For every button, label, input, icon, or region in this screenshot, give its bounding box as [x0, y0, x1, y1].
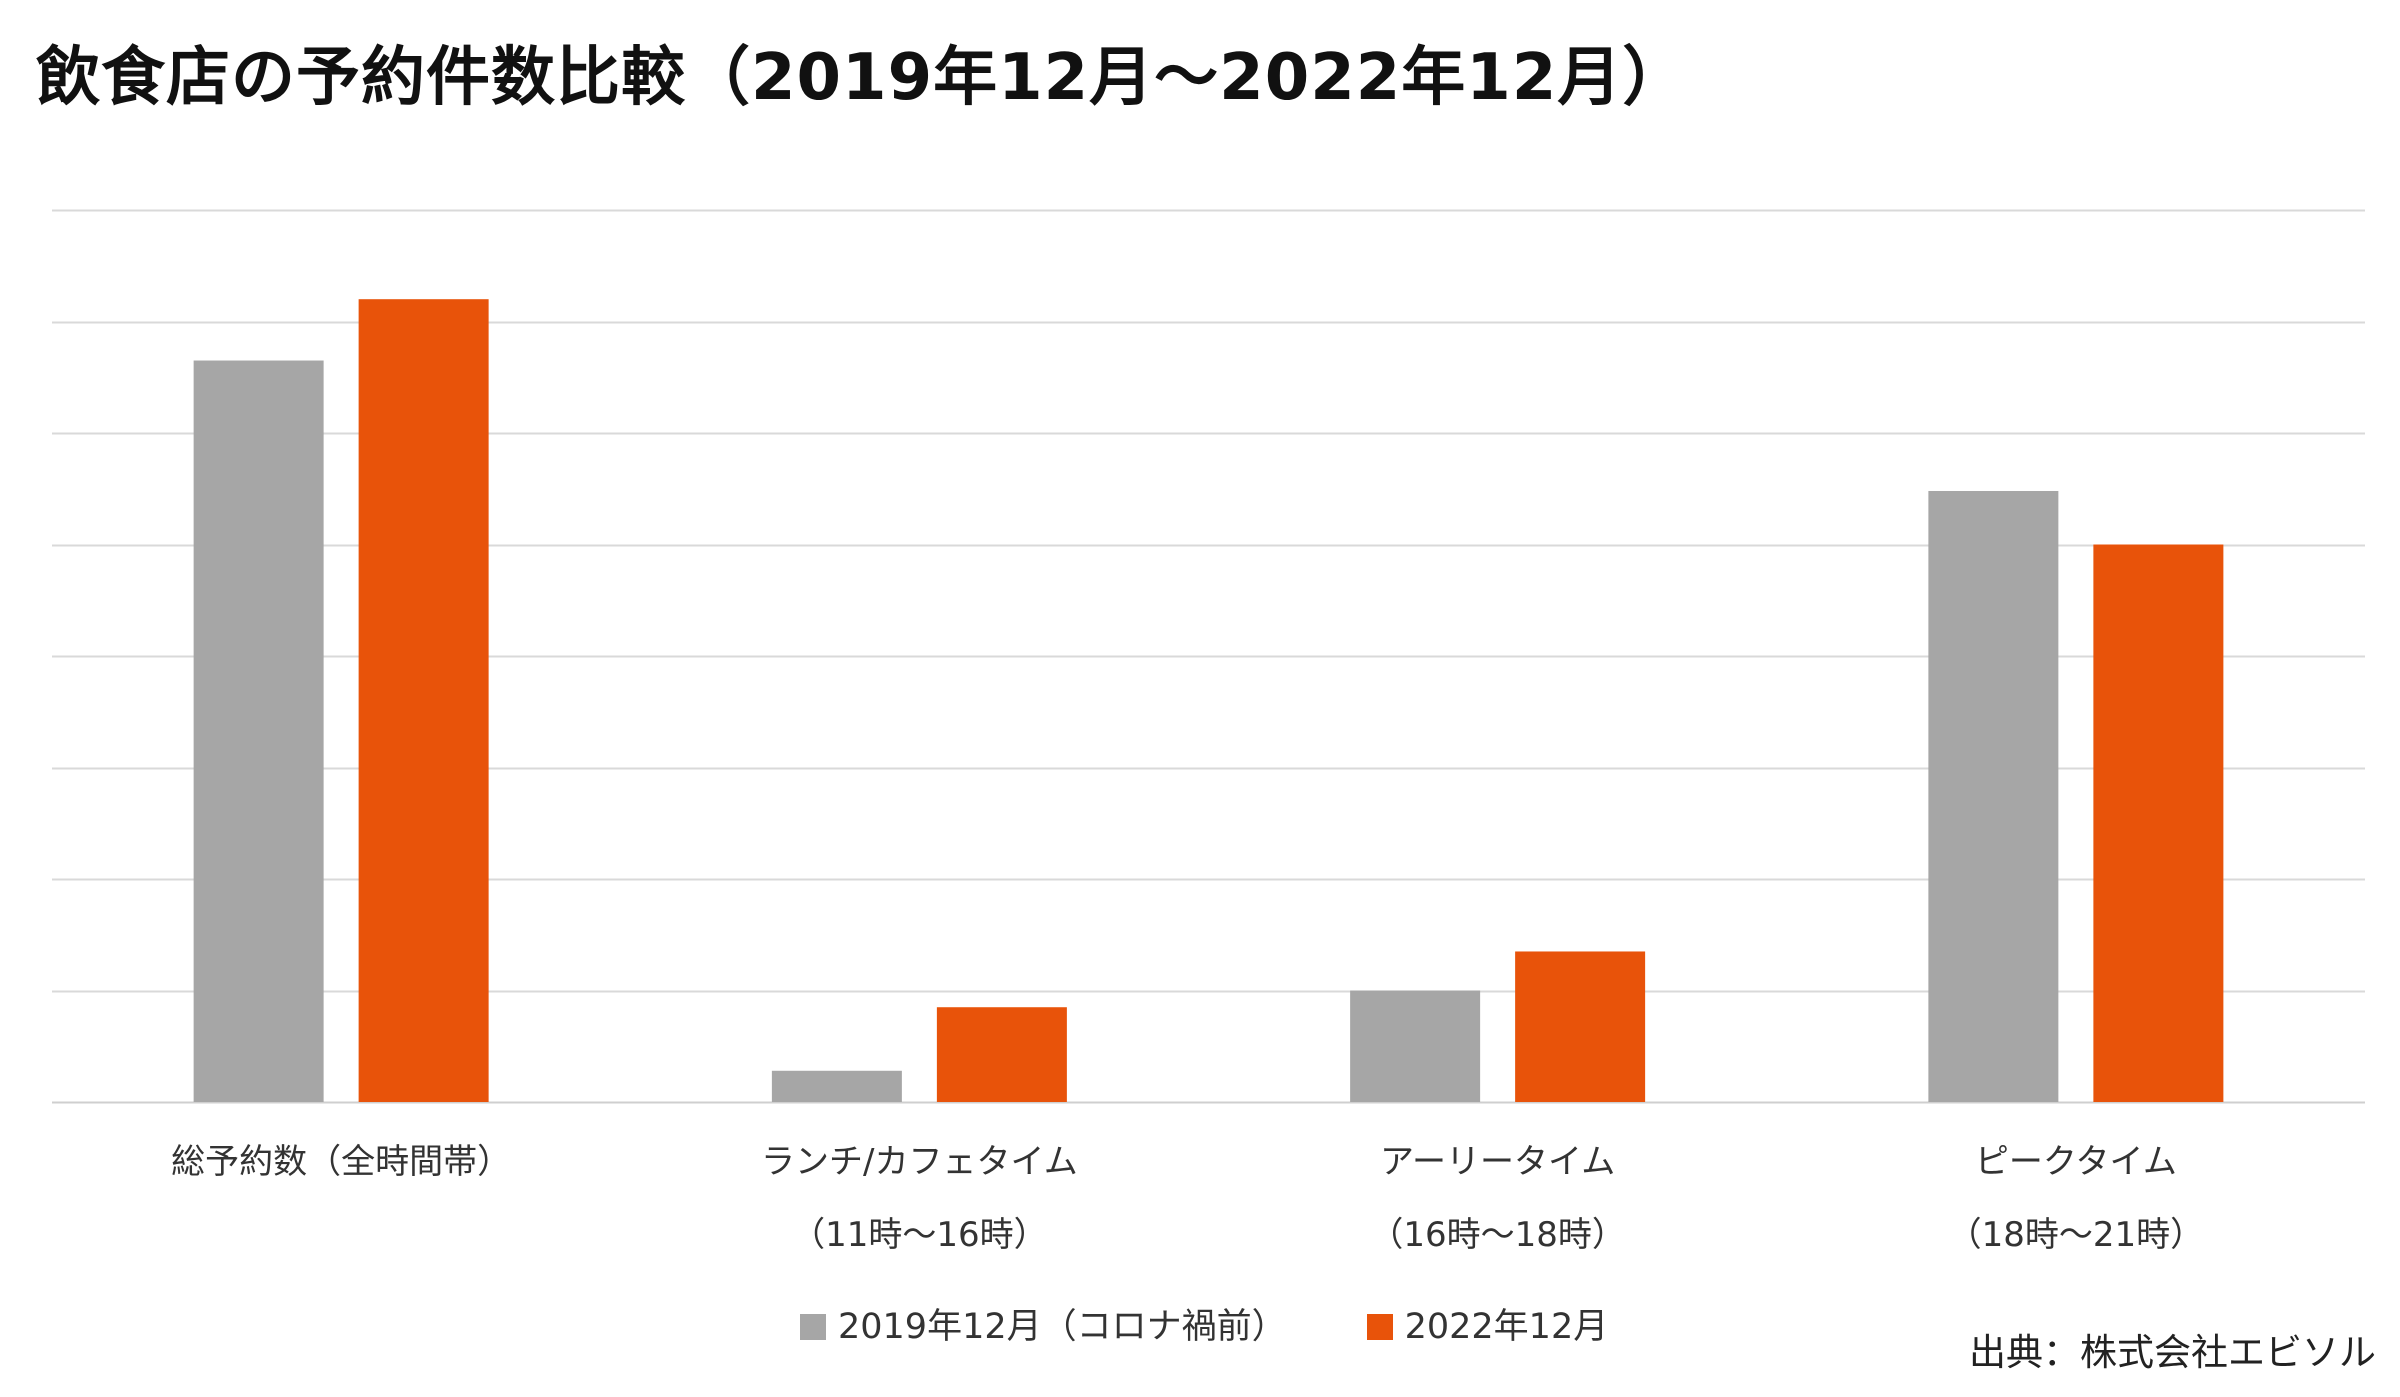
source-credit: 出典：株式会社エビソル [1969, 1331, 2376, 1374]
bar-2019-cat-3 [1928, 490, 2059, 1103]
bar-2019-cat-1 [771, 1070, 902, 1102]
category-label-3-line-0: ピークタイム [1975, 1142, 2177, 1182]
bar-2022-cat-0 [358, 299, 489, 1102]
legend-swatch-2022 [1366, 1313, 1393, 1340]
chart-title: 飲食店の予約件数比較（2019年12月～2022年12月） [36, 41, 1688, 115]
category-label-2-line-1: （16時～18時） [1369, 1215, 1626, 1255]
bar-2022-cat-3 [2093, 544, 2224, 1102]
legend: 2019年12月（コロナ禍前） 2022年12月 [800, 1298, 1688, 1349]
legend-swatch-2019 [800, 1313, 826, 1340]
category-label-1-line-0: ランチ/カフェタイム [761, 1142, 1078, 1182]
category-label-1-line-1: （11時～16時） [791, 1215, 1048, 1255]
legend-item-2019: 2019年12月（コロナ禍前） [800, 1298, 1287, 1349]
category-label-3-line-1: （18時～21時） [1948, 1215, 2205, 1255]
bar-2019-cat-0 [193, 360, 324, 1102]
bar-2022-cat-1 [936, 1007, 1067, 1102]
legend-label-2019: 2019年12月（コロナ禍前） [838, 1307, 1287, 1347]
legend-item-2022: 2022年12月 [1366, 1298, 1609, 1349]
legend-label-2022: 2022年12月 [1404, 1307, 1609, 1347]
category-label-2-line-0: アーリータイム [1380, 1142, 1615, 1182]
category-label-0-line-0: 総予約数（全時間帯） [171, 1142, 511, 1182]
bar-2019-cat-2 [1350, 990, 1481, 1102]
bars [193, 299, 2224, 1103]
bar-2022-cat-2 [1515, 951, 1646, 1102]
category-labels: 総予約数（全時間帯） ランチ/カフェタイム （11時～16時） アーリータイム （16時… [171, 1142, 2204, 1255]
